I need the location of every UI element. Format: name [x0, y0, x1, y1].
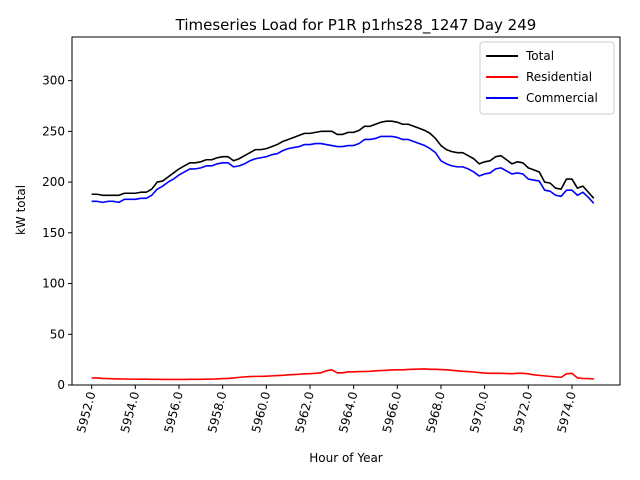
legend-label-residential: Residential — [526, 70, 592, 84]
chart-title: Timeseries Load for P1R p1rhs28_1247 Day… — [175, 16, 537, 35]
series-line-residential — [91, 368, 594, 381]
axes-frame — [71, 36, 621, 386]
y-axis-label: kW total — [14, 185, 28, 235]
y-tick-label: 0 — [57, 378, 65, 392]
plot-area — [91, 120, 595, 381]
y-tick-label: 200 — [42, 175, 65, 189]
y-tick-label: 100 — [42, 277, 65, 291]
y-tick-label: 300 — [42, 74, 65, 88]
series-line-total — [91, 120, 595, 199]
legend-box — [479, 41, 615, 115]
y-tick-label: 250 — [42, 124, 65, 138]
legend-label-total: Total — [525, 49, 554, 63]
series-line-commercial — [91, 135, 595, 204]
y-tick-label: 50 — [50, 327, 65, 341]
legend: Total Residential Commercial — [479, 41, 615, 115]
legend-label-commercial: Commercial — [526, 91, 598, 105]
x-axis-label: Hour of Year — [309, 451, 383, 465]
y-tick-label: 150 — [42, 226, 65, 240]
